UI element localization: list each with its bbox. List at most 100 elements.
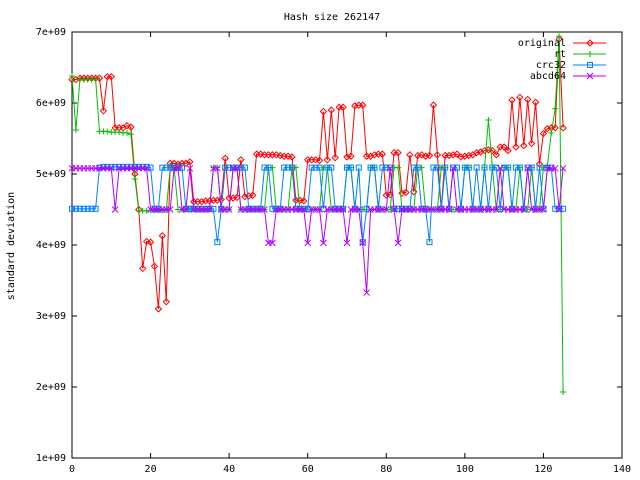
data-point bbox=[445, 206, 453, 213]
data-point bbox=[198, 205, 205, 212]
data-point bbox=[179, 164, 185, 171]
data-point bbox=[319, 107, 328, 116]
data-point bbox=[512, 143, 520, 151]
data-point bbox=[107, 164, 115, 172]
data-point bbox=[241, 193, 249, 201]
data-point bbox=[163, 164, 170, 171]
data-point bbox=[174, 164, 182, 172]
data-point bbox=[344, 164, 350, 171]
data-point bbox=[343, 239, 351, 247]
data-point bbox=[500, 143, 508, 151]
data-point bbox=[323, 156, 332, 164]
data-point bbox=[167, 164, 174, 171]
data-point bbox=[497, 205, 504, 212]
data-point bbox=[417, 151, 426, 159]
data-point bbox=[390, 206, 398, 213]
data-point bbox=[261, 164, 268, 171]
data-point bbox=[154, 305, 163, 313]
data-point bbox=[147, 164, 154, 171]
data-point bbox=[261, 206, 268, 213]
data-point bbox=[548, 164, 555, 171]
data-point bbox=[182, 206, 190, 213]
data-point bbox=[304, 239, 312, 247]
data-point bbox=[95, 74, 104, 82]
data-point bbox=[214, 239, 221, 246]
data-point bbox=[505, 164, 512, 171]
data-point bbox=[315, 156, 324, 165]
data-point bbox=[508, 96, 516, 104]
data-point bbox=[72, 205, 79, 212]
data-point bbox=[107, 73, 115, 81]
data-point bbox=[402, 188, 410, 197]
data-point bbox=[370, 151, 379, 159]
data-point bbox=[237, 164, 244, 171]
data-point bbox=[512, 164, 519, 171]
data-point bbox=[245, 192, 253, 200]
data-point bbox=[213, 196, 222, 204]
data-point bbox=[516, 93, 524, 102]
data-point bbox=[449, 164, 457, 172]
plot-area: 0 20 40 60 80 100 120 140 1e+09 2e+09 3e+09 4e+09 5e… bbox=[36, 27, 631, 475]
data-point bbox=[457, 153, 465, 161]
data-point bbox=[457, 205, 464, 212]
data-point bbox=[150, 262, 159, 271]
data-point bbox=[536, 164, 543, 171]
data-point bbox=[80, 205, 87, 212]
data-point bbox=[249, 205, 256, 212]
y-tick-label: 7e+09 bbox=[36, 27, 66, 38]
x-tick-label: 80 bbox=[380, 464, 392, 475]
data-point bbox=[406, 205, 413, 212]
x-tick-label: 120 bbox=[534, 464, 552, 475]
data-point bbox=[222, 164, 229, 171]
data-point bbox=[351, 205, 358, 212]
y-tick-label: 3e+09 bbox=[36, 311, 66, 322]
data-point bbox=[394, 148, 402, 157]
data-point bbox=[289, 164, 295, 171]
data-point bbox=[194, 205, 201, 212]
data-point bbox=[421, 152, 430, 160]
data-point bbox=[434, 164, 441, 171]
data-point bbox=[324, 164, 331, 171]
data-point bbox=[453, 150, 461, 158]
data-point bbox=[336, 205, 343, 212]
x-tick-label: 0 bbox=[69, 464, 75, 475]
data-point bbox=[131, 175, 138, 182]
data-point bbox=[332, 205, 339, 212]
data-point bbox=[540, 164, 547, 171]
data-point bbox=[116, 129, 123, 136]
data-point bbox=[540, 206, 547, 213]
data-point bbox=[535, 160, 544, 168]
data-point bbox=[257, 205, 264, 212]
data-point bbox=[363, 205, 370, 212]
data-point bbox=[429, 101, 438, 109]
data-point bbox=[249, 191, 257, 200]
legend-marker bbox=[586, 72, 594, 80]
data-point bbox=[520, 206, 528, 213]
data-point bbox=[355, 164, 362, 171]
x-tick-label: 40 bbox=[223, 464, 235, 475]
data-point bbox=[186, 158, 194, 166]
data-point bbox=[197, 197, 206, 206]
data-point bbox=[379, 164, 386, 171]
data-point bbox=[359, 101, 367, 109]
data-point bbox=[430, 164, 437, 171]
data-point bbox=[371, 164, 378, 171]
data-point bbox=[205, 197, 214, 205]
data-point bbox=[351, 102, 359, 110]
data-point bbox=[410, 164, 417, 171]
data-point bbox=[343, 153, 351, 161]
data-point bbox=[316, 164, 323, 171]
data-point bbox=[422, 205, 429, 212]
data-point bbox=[394, 239, 402, 247]
y-tick-label: 6e+09 bbox=[36, 98, 66, 109]
data-point bbox=[269, 239, 276, 247]
data-point bbox=[285, 164, 292, 171]
y-tick-label: 4e+09 bbox=[36, 240, 66, 251]
data-point bbox=[96, 164, 103, 171]
data-point bbox=[312, 164, 319, 171]
data-point bbox=[378, 150, 387, 158]
data-point bbox=[438, 205, 445, 212]
data-point bbox=[328, 164, 335, 171]
data-point bbox=[492, 206, 500, 213]
data-point bbox=[501, 164, 508, 171]
